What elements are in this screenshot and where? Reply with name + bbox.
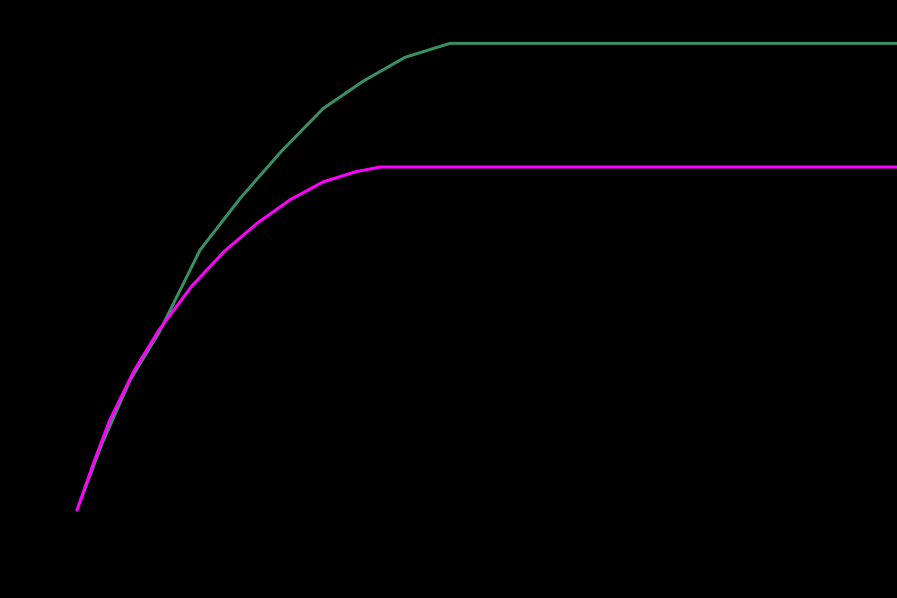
line-series — [75, 165, 897, 512]
